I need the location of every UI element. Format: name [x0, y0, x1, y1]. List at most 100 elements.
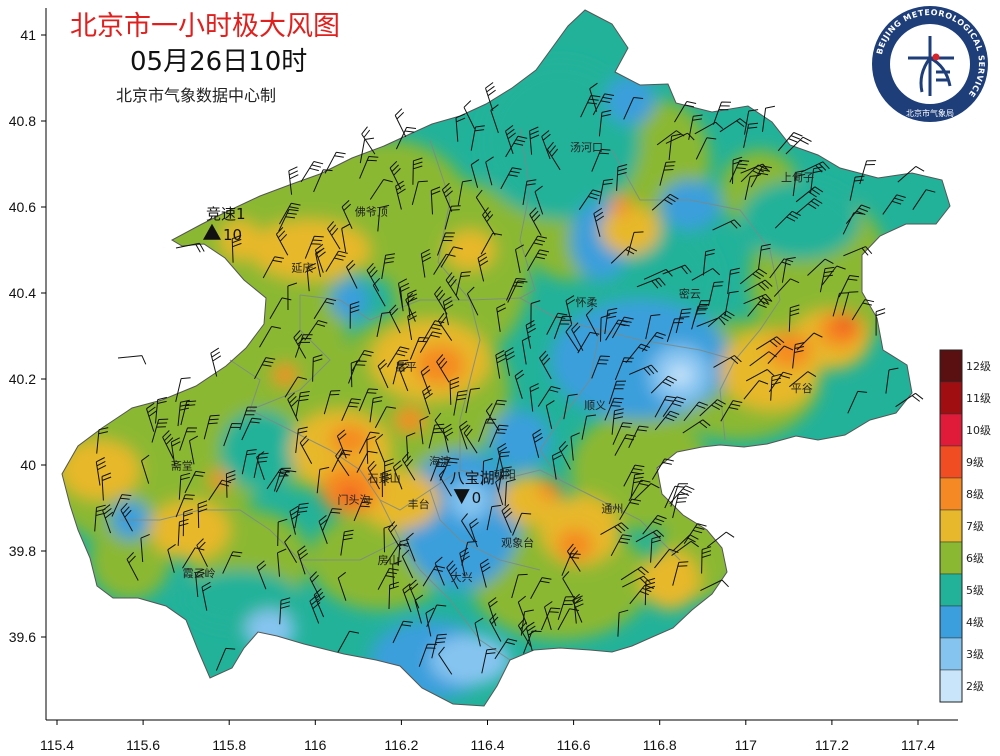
wind-barb	[712, 219, 742, 231]
wind-barb	[422, 565, 446, 587]
wind-barb	[162, 430, 174, 459]
wind-barb	[485, 403, 500, 432]
wind-barb	[819, 266, 835, 293]
wind-barb	[474, 617, 484, 647]
wind-barb	[578, 189, 603, 210]
district-line	[379, 469, 461, 511]
place-label: 佛爷顶	[355, 205, 388, 219]
wind-barb	[381, 469, 392, 498]
wind-barb	[700, 579, 729, 592]
district-line	[459, 299, 481, 470]
max-wind-marker-icon	[202, 223, 221, 240]
wind-barb	[405, 532, 416, 562]
wind-barb	[619, 498, 642, 521]
wind-barb	[197, 500, 208, 529]
wind-field-patch	[90, 520, 170, 600]
wind-barb	[614, 357, 634, 381]
wind-barb	[388, 521, 402, 550]
wind-barb	[312, 354, 323, 382]
wind-barb	[617, 609, 629, 637]
wind-barb	[327, 221, 341, 250]
wind-barb	[337, 630, 359, 653]
y-axis-ticks: 41 40.8 40.6 40.4 40.2 40 39.8 39.6	[9, 27, 46, 645]
wind-barb	[497, 466, 512, 493]
x-tick-label: 116.6	[557, 737, 591, 753]
wind-field-patch	[360, 470, 440, 530]
wind-barb	[358, 431, 380, 454]
wind-barb	[668, 133, 682, 161]
wind-field-patch	[220, 410, 300, 490]
legend-swatch	[939, 445, 963, 479]
wind-barb	[358, 388, 378, 412]
wind-field-patch	[835, 317, 855, 333]
min-wind-station-name: 八宝湖	[450, 469, 495, 487]
wind-field-patch	[250, 220, 370, 280]
map-title: 北京市一小时极大风图	[70, 11, 340, 42]
wind-barb	[430, 186, 441, 215]
wind-barb	[541, 130, 551, 160]
wind-barb	[525, 319, 537, 349]
wind-barb	[254, 357, 276, 380]
wind-barb	[774, 210, 801, 229]
wind-barb	[511, 573, 528, 599]
wind-barb	[300, 161, 324, 183]
wind-barb	[740, 164, 767, 183]
wind-barb	[398, 362, 409, 392]
legend-frame	[939, 349, 963, 703]
wind-barb	[438, 646, 453, 675]
y-tick-label: 40.2	[9, 371, 36, 387]
wind-barb	[743, 380, 769, 400]
wind-barb	[593, 207, 605, 237]
wind-barb	[572, 593, 583, 623]
wind-barb	[277, 548, 287, 577]
wind-barb	[532, 428, 543, 458]
wind-barb	[465, 387, 480, 414]
wind-barb	[544, 601, 553, 631]
wind-barb	[486, 504, 502, 531]
wind-barbs	[94, 82, 936, 675]
wind-field-patch	[273, 365, 297, 385]
wind-barb	[231, 234, 242, 263]
wind-barb	[635, 529, 665, 543]
wind-barb	[275, 226, 289, 256]
wind-barb	[630, 472, 645, 499]
wind-barb	[743, 122, 759, 148]
wind-barb	[479, 558, 491, 588]
legend-swatch	[939, 541, 963, 575]
wind-barb	[882, 194, 906, 215]
wind-barb	[566, 543, 581, 572]
wind-barb	[912, 189, 936, 210]
wind-field-patch	[390, 180, 530, 360]
wind-barb	[278, 209, 299, 232]
district-line	[519, 297, 736, 361]
wind-barb	[612, 422, 633, 445]
wind-barb	[694, 121, 724, 135]
wind-barb	[659, 161, 676, 186]
legend-label: 3级	[966, 648, 984, 661]
wind-barb	[340, 529, 354, 556]
wind-barb	[557, 608, 579, 631]
wind-barb	[762, 105, 775, 132]
min-wind-marker-icon	[453, 489, 470, 505]
wind-barb	[557, 596, 576, 620]
wind-barb	[140, 533, 150, 563]
district-line	[539, 329, 601, 481]
wind-barb	[369, 396, 383, 423]
wind-barb	[201, 581, 212, 611]
wind-barb	[897, 165, 925, 183]
wind-barb	[408, 579, 420, 609]
wind-barb	[395, 126, 417, 150]
wind-barb	[470, 158, 480, 188]
wind-barb	[406, 432, 416, 461]
wind-scale-legend: 12级 11级 10级 9级 8级 7级 6级 5级 4级 3级 2级	[939, 349, 991, 703]
x-tick-label: 116.8	[643, 737, 677, 753]
x-tick-label: 115.6	[126, 737, 160, 753]
wind-barb	[605, 319, 628, 341]
legend-swatch	[939, 477, 963, 511]
wind-barb	[546, 312, 568, 335]
wind-barb	[664, 485, 685, 509]
wind-barb	[397, 538, 410, 566]
logo-cn-text: 北京市气象局	[906, 108, 954, 118]
y-tick-label: 40.4	[9, 285, 36, 301]
wind-barb	[611, 316, 634, 339]
